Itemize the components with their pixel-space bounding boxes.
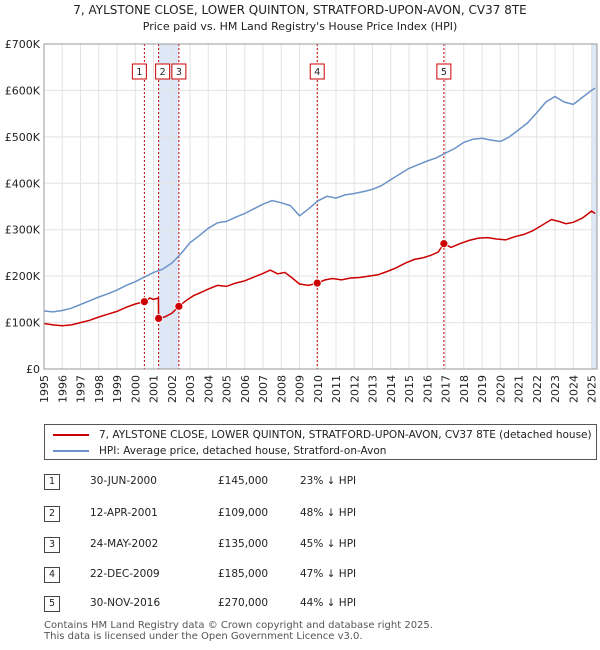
- x-tick-label: 2006: [239, 375, 252, 403]
- sale-marker-label: 2: [160, 67, 166, 78]
- legend-line-hpi: [53, 450, 89, 452]
- y-tick-label: £400K: [5, 177, 41, 190]
- x-tick-label: 1999: [111, 375, 124, 403]
- sale-date: 12-APR-2001: [90, 507, 158, 519]
- sale-number: 5: [44, 596, 60, 612]
- y-tick-label: £300K: [5, 224, 41, 237]
- x-tick-label: 2014: [385, 375, 398, 403]
- sale-date: 24-MAY-2002: [90, 538, 159, 550]
- legend-label-property: 7, AYLSTONE CLOSE, LOWER QUINTON, STRATF…: [99, 429, 592, 441]
- x-tick-label: 1998: [93, 375, 106, 403]
- shaded-band: [591, 44, 597, 369]
- sale-price: £270,000: [218, 597, 269, 609]
- x-tick-label: 2019: [476, 375, 489, 403]
- sale-hpi-diff: 23% ↓ HPI: [300, 475, 357, 487]
- sale-row: 3 24-MAY-2002 £135,000 45% ↓ HPI: [44, 537, 384, 553]
- price-chart: 7, AYLSTONE CLOSE, LOWER QUINTON, STRATF…: [5, 3, 599, 403]
- sale-hpi-diff: 47% ↓ HPI: [300, 568, 357, 580]
- x-tick-label: 2016: [421, 375, 434, 403]
- sale-price: £185,000: [218, 568, 269, 580]
- sale-row: 5 30-NOV-2016 £270,000 44% ↓ HPI: [44, 596, 384, 612]
- sale-marker-box: [309, 63, 325, 80]
- sale-number: 1: [44, 474, 60, 490]
- x-tick-label: 2010: [312, 375, 325, 403]
- sale-marker-box: [436, 63, 452, 80]
- sale-price: £145,000: [218, 475, 269, 487]
- sale-point: [154, 313, 164, 323]
- sale-point: [439, 239, 449, 249]
- x-tick-label: 2020: [494, 375, 507, 403]
- x-tick-label: 2024: [567, 375, 580, 403]
- sale-hpi-diff: 44% ↓ HPI: [300, 597, 357, 609]
- y-tick-label: £600K: [5, 84, 41, 97]
- plot-area: [44, 44, 597, 369]
- sale-marker-box: [131, 63, 147, 80]
- sale-number: 3: [44, 537, 60, 553]
- sale-price: £109,000: [218, 507, 269, 519]
- y-tick-label: £100K: [5, 317, 41, 330]
- legend-entry-property: 7, AYLSTONE CLOSE, LOWER QUINTON, STRATF…: [53, 427, 592, 443]
- y-tick-label: £0: [26, 363, 40, 376]
- x-tick-label: 2021: [513, 375, 526, 403]
- sale-date: 22-DEC-2009: [90, 568, 160, 580]
- x-tick-label: 1995: [38, 375, 51, 403]
- sale-marker-label: 5: [441, 67, 447, 78]
- x-tick-label: 2001: [148, 375, 161, 403]
- sale-date: 30-JUN-2000: [90, 475, 157, 487]
- x-tick-label: 1997: [75, 375, 88, 403]
- x-tick-label: 2000: [129, 375, 142, 403]
- sale-row: 2 12-APR-2001 £109,000 48% ↓ HPI: [44, 506, 384, 522]
- x-tick-label: 2003: [184, 375, 197, 403]
- hpi-line: [43, 87, 596, 313]
- x-tick-label: 2018: [458, 375, 471, 403]
- y-tick-label: £700K: [5, 38, 41, 51]
- x-tick-label: 2009: [294, 375, 307, 403]
- x-tick-label: 2011: [330, 375, 343, 403]
- x-tick-label: 2005: [221, 375, 234, 403]
- x-tick-label: 1996: [56, 375, 69, 403]
- y-tick-label: £200K: [5, 270, 41, 283]
- sale-price: £135,000: [218, 538, 269, 550]
- sale-hpi-diff: 48% ↓ HPI: [300, 507, 357, 519]
- x-tick-label: 2023: [549, 375, 562, 403]
- x-tick-label: 2002: [166, 375, 179, 403]
- sale-marker-label: 3: [176, 67, 182, 78]
- x-tick-label: 2015: [403, 375, 416, 403]
- sale-date: 30-NOV-2016: [90, 597, 161, 609]
- sale-point: [174, 301, 184, 311]
- sale-marker-box: [155, 63, 171, 80]
- sale-marker-label: 1: [136, 67, 142, 78]
- sale-number: 4: [44, 567, 60, 583]
- chart-title: 7, AYLSTONE CLOSE, LOWER QUINTON, STRATF…: [73, 3, 527, 17]
- x-tick-label: 2017: [440, 375, 453, 403]
- footer: Contains HM Land Registry data © Crown c…: [44, 620, 433, 642]
- chart-legend: 7, AYLSTONE CLOSE, LOWER QUINTON, STRATF…: [44, 424, 597, 460]
- sale-row: 1 30-JUN-2000 £145,000 23% ↓ HPI: [44, 474, 384, 490]
- legend-line-property: [53, 434, 89, 436]
- x-tick-label: 2013: [367, 375, 380, 403]
- sale-point: [312, 278, 322, 288]
- footer-copyright: Contains HM Land Registry data © Crown c…: [44, 620, 433, 631]
- legend-entry-hpi: HPI: Average price, detached house, Stra…: [53, 443, 386, 459]
- x-tick-label: 2007: [257, 375, 270, 403]
- chart-subtitle: Price paid vs. HM Land Registry's House …: [143, 20, 458, 33]
- sale-number: 2: [44, 506, 60, 522]
- sale-marker-box: [171, 63, 187, 80]
- legend-label-hpi: HPI: Average price, detached house, Stra…: [99, 445, 387, 457]
- x-tick-label: 2008: [275, 375, 288, 403]
- sale-row: 4 22-DEC-2009 £185,000 47% ↓ HPI: [44, 567, 384, 583]
- y-tick-label: £500K: [5, 131, 41, 144]
- x-tick-label: 2025: [586, 375, 599, 403]
- shaded-band: [158, 44, 179, 369]
- x-tick-label: 2022: [531, 375, 544, 403]
- sale-hpi-diff: 45% ↓ HPI: [300, 538, 357, 550]
- x-tick-label: 2012: [348, 375, 361, 403]
- x-tick-label: 2004: [202, 375, 215, 403]
- sale-point: [139, 297, 149, 307]
- footer-license: This data is licensed under the Open Gov…: [44, 631, 363, 642]
- sale-marker-label: 4: [314, 67, 320, 78]
- plot-border: [43, 43, 598, 370]
